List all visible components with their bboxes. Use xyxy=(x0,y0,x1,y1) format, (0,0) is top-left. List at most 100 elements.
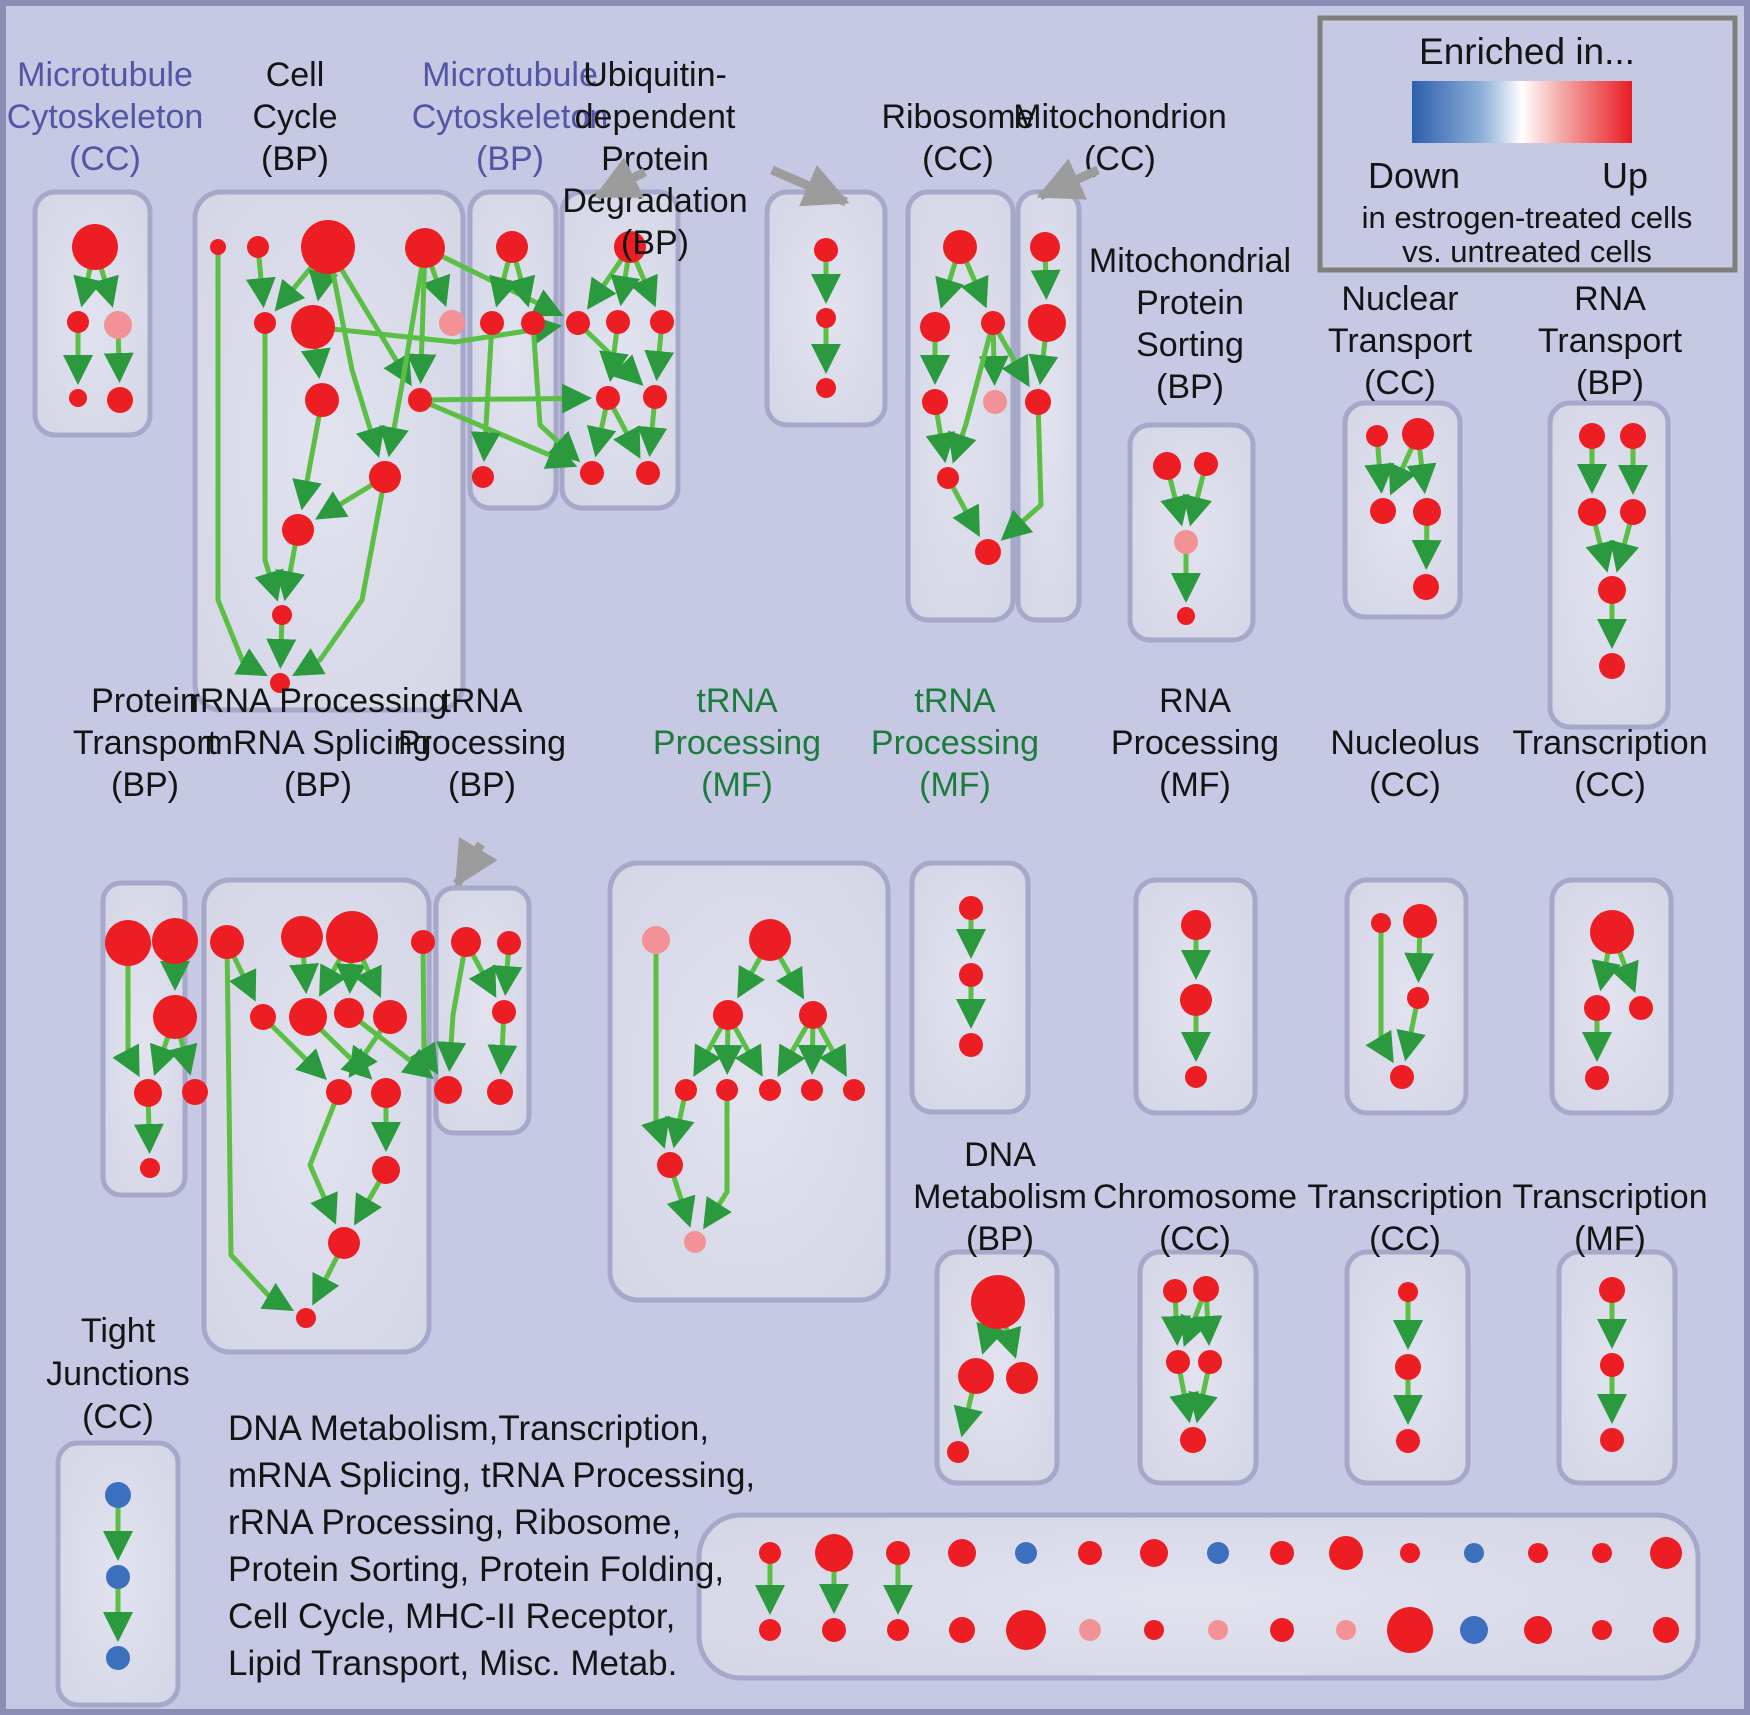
node-t5 xyxy=(1413,574,1439,600)
label-microtubule-cytoskeleton-cc-line1: Microtubule xyxy=(17,56,193,94)
node-wt10 xyxy=(1329,1536,1363,1570)
node-y1 xyxy=(1371,913,1391,933)
label-tight-junctions-cc-line2: Junctions xyxy=(46,1355,190,1393)
node-rb xyxy=(281,916,323,958)
label-dna-metabolism-bp-line1: DNA xyxy=(964,1136,1036,1174)
node-o3 xyxy=(1025,389,1051,415)
label-ubiquitin-dependent-protein-degradation-bp-line2: dependent xyxy=(575,98,736,136)
label-transcription-cc-bottom-line1: Transcription xyxy=(1307,1178,1502,1216)
node-p5 xyxy=(182,1079,208,1105)
node-u8 xyxy=(636,461,660,485)
node-g11 xyxy=(684,1231,706,1253)
label-transcription-mf-line1: Transcription xyxy=(1512,1178,1707,1216)
node-t2 xyxy=(1402,418,1434,450)
node-n13 xyxy=(270,673,290,693)
label-nuclear-transport-cc-line2: Transport xyxy=(1328,322,1473,360)
node-wt12 xyxy=(1464,1543,1484,1563)
label-microtubule-cytoskeleton-cc-line3: (CC) xyxy=(69,140,141,178)
node-g7 xyxy=(759,1079,781,1101)
node-r6 xyxy=(937,467,959,489)
node-wb10 xyxy=(1336,1620,1356,1640)
legend-down-label: Down xyxy=(1368,155,1460,196)
label-ubiquitin-dependent-protein-degradation-bp-line5: (BP) xyxy=(621,224,689,262)
label-mitochondrion-cc-line1: Mitochondrion xyxy=(1013,98,1227,136)
label-rna-transport-bp-line1: RNA xyxy=(1574,280,1646,318)
node-d3 xyxy=(1006,1362,1038,1394)
label-trna-processing-bp-line3: (BP) xyxy=(448,766,516,804)
node-e4 xyxy=(1198,1350,1222,1374)
group-box-chromosome xyxy=(1137,1249,1259,1486)
label-rna-processing-mf-line1: RNA xyxy=(1159,682,1231,720)
node-wt2 xyxy=(815,1534,853,1572)
label-ubiquitin-dependent-protein-degradation-bp-line3: Protein xyxy=(601,140,709,178)
node-z1 xyxy=(1590,910,1634,954)
group-box-transcription-cc-m xyxy=(1549,877,1674,1116)
edge-n5-n12 xyxy=(254,323,284,602)
node-n8 xyxy=(305,383,339,417)
edge-ra-rm xyxy=(224,941,294,1311)
node-wt3 xyxy=(886,1541,910,1565)
node-m4 xyxy=(472,466,494,488)
node-o2 xyxy=(1028,304,1066,342)
edge-g1-g10 xyxy=(641,940,670,1149)
pointer-arrow-mitochondrion-to-box xyxy=(1036,158,1100,201)
label-trna-processing-mf-large-line2: Processing xyxy=(653,724,821,762)
node-g5 xyxy=(675,1079,697,1101)
label-trna-processing-mf-large-line1: tRNA xyxy=(696,682,778,720)
node-n6 xyxy=(291,305,335,349)
node-t1 xyxy=(1366,425,1388,447)
legend-subtitle-1: in estrogen-treated cells xyxy=(1362,200,1693,235)
edge-r3-r6 xyxy=(948,322,996,464)
node-q1 xyxy=(1579,423,1605,449)
node-wt13 xyxy=(1528,1543,1548,1563)
node-wb5 xyxy=(1006,1610,1046,1650)
edge-m2-m4 xyxy=(470,322,501,463)
label-mitochondrial-protein-sorting-bp-line2: Protein xyxy=(1136,284,1244,322)
node-e2 xyxy=(1193,1276,1219,1302)
node-ri xyxy=(326,1079,352,1105)
node-s3 xyxy=(1174,530,1198,554)
edge-ri-rl xyxy=(307,1091,342,1225)
edge-g6-g11 xyxy=(703,1090,732,1230)
label-rna-processing-mf-line3: (MF) xyxy=(1159,766,1231,804)
label-trna-processing-bp-line1: tRNA xyxy=(441,682,523,720)
label-nuclear-transport-cc-line3: (CC) xyxy=(1364,364,1436,402)
node-rd xyxy=(411,930,435,954)
node-v2 xyxy=(816,308,836,328)
edge-n9-u5 xyxy=(419,383,593,414)
node-h2 xyxy=(959,963,983,987)
node-a1 xyxy=(72,224,118,270)
node-p1 xyxy=(105,920,151,966)
label-rrna-processing-mrna-splicing-bp-line1: rRNA Processing xyxy=(189,682,448,720)
node-q4 xyxy=(1620,499,1646,525)
node-x2 xyxy=(1180,984,1212,1016)
node-x1 xyxy=(1181,910,1211,940)
edge-n10-n13 xyxy=(292,476,388,677)
edge-o3-r7 xyxy=(1000,401,1044,541)
node-wb13 xyxy=(1524,1616,1552,1644)
node-p6 xyxy=(140,1158,160,1178)
edge-y1-y4 xyxy=(1365,923,1394,1064)
legend-title: Enriched in... xyxy=(1419,31,1635,72)
node-d2 xyxy=(958,1358,994,1394)
node-rh xyxy=(373,1000,407,1034)
label-rrna-processing-mrna-splicing-bp-line2: mRNA Splicing xyxy=(205,724,432,762)
node-v3 xyxy=(816,378,836,398)
node-q5 xyxy=(1598,576,1626,604)
label-protein-transport-bp-line2: Transport xyxy=(73,724,218,762)
node-e1 xyxy=(1163,1279,1187,1303)
label-dna-metabolism-bp-line3: (BP) xyxy=(966,1220,1034,1258)
pointer-arrow-ubiquitin-to-box2 xyxy=(770,164,850,207)
label-protein-transport-bp-line1: Protein xyxy=(91,682,199,720)
misc-groups-text-line6: Lipid Transport, Misc. Metab. xyxy=(228,1644,677,1683)
node-w4 xyxy=(434,1076,462,1104)
node-r4 xyxy=(922,389,948,415)
node-n12 xyxy=(272,605,292,625)
node-rl xyxy=(328,1227,360,1259)
node-g3 xyxy=(713,1000,743,1030)
node-u5 xyxy=(596,386,620,410)
node-q2 xyxy=(1620,423,1646,449)
node-z3 xyxy=(1629,996,1653,1020)
label-transcription-cc-mid-line2: (CC) xyxy=(1574,766,1646,804)
node-rj xyxy=(371,1078,401,1108)
